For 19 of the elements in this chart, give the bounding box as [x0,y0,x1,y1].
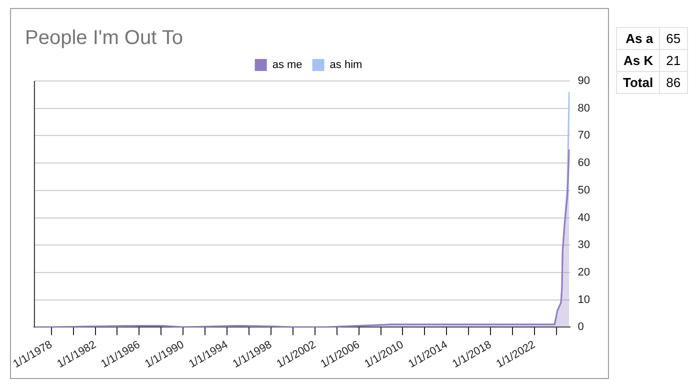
y-tick-label: 70 [578,130,590,142]
text: 65 [660,28,688,50]
legend-label: as me [272,59,302,72]
y-tick-label: 20 [578,266,590,278]
text: Total [616,72,660,94]
y-tick-label: 10 [578,294,590,306]
text: As K [616,50,660,72]
text: 21 [660,50,688,72]
y-tick-label: 30 [578,239,590,252]
y-tick-label: 90 [578,75,590,88]
y-tick-label: 0 [578,321,584,334]
text: 86 [660,72,688,94]
chart-title: People I'm Out To [25,27,183,50]
y-tick-label: 50 [578,184,590,196]
y-tick-label: 80 [578,102,590,114]
y-tick-label: 60 [578,157,590,170]
legend-label: as him [330,59,362,72]
y-tick-label: 40 [578,212,590,224]
text: As a [616,28,660,50]
